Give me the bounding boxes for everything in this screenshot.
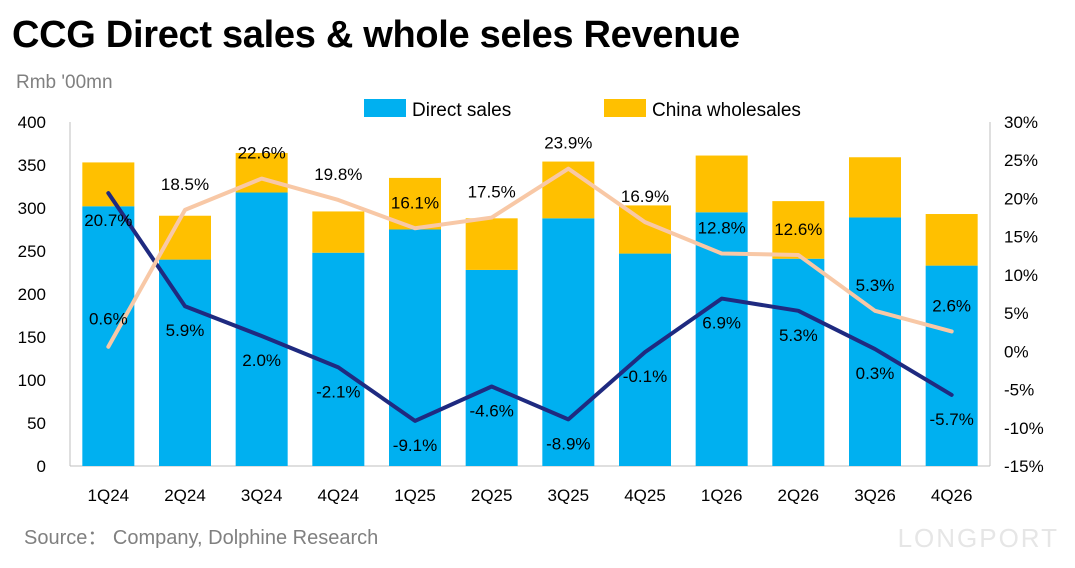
x-tick-label: 3Q26 [854,486,896,505]
label-direct-growth: 20.7% [84,211,132,230]
bar-direct-sales [389,229,441,466]
y2-tick-label: 10% [1004,266,1038,285]
bar-china-wholesales [772,201,825,259]
y-tick-label: 0 [37,457,46,476]
bar-china-wholesales [695,155,748,213]
y-axis-unit: Rmb '00mn [16,72,113,93]
y-tick-label: 250 [18,242,46,261]
label-wholesale-growth: 22.6% [238,144,286,163]
bar-direct-sales [82,206,135,466]
x-tick-label: 2Q24 [164,486,206,505]
x-tick-label: 4Q24 [318,486,360,505]
x-tick-label: 4Q26 [931,486,973,505]
x-tick-label: 4Q25 [624,486,666,505]
y-tick-label: 300 [18,199,46,218]
label-wholesale-growth: 18.5% [161,175,209,194]
bar-direct-sales [772,258,825,466]
x-tick-label: 1Q24 [88,486,130,505]
y-tick-label: 200 [18,285,46,304]
bar-china-wholesales [849,157,901,218]
label-wholesale-growth: 19.8% [314,165,362,184]
y2-tick-label: 5% [1004,304,1029,323]
legend-swatch-direct [364,99,406,117]
label-direct-growth: -4.6% [469,401,513,420]
bar-direct-sales [695,212,748,466]
legend-label-direct: Direct sales [412,100,511,121]
label-direct-growth: 5.9% [166,321,205,340]
x-tick-label: 2Q26 [778,486,820,505]
label-wholesale-growth: 12.8% [698,218,746,237]
x-tick-label: 3Q24 [241,486,283,505]
y2-tick-label: 0% [1004,342,1029,361]
watermark-logo: LONGPORT [897,523,1059,553]
y2-tick-label: -5% [1004,381,1034,400]
y2-tick-label: -15% [1004,457,1044,476]
label-direct-growth: 2.0% [242,351,281,370]
y2-tick-label: 15% [1004,228,1038,247]
legend-swatch-wholesale [604,99,646,117]
bar-china-wholesales [925,214,978,266]
y2-tick-label: 30% [1004,113,1038,132]
bar-china-wholesales [159,215,211,260]
label-direct-growth: 0.3% [856,364,895,383]
y2-tick-label: 25% [1004,151,1038,170]
y-tick-label: 350 [18,156,46,175]
label-direct-growth: 6.9% [702,314,741,333]
label-direct-growth: 5.3% [779,326,818,345]
bar-china-wholesales [465,218,518,270]
x-tick-label: 1Q25 [394,486,436,505]
bar-direct-sales [159,259,211,466]
label-wholesale-growth: 0.6% [89,310,128,329]
y2-tick-label: 20% [1004,189,1038,208]
y-tick-label: 400 [18,113,46,132]
label-direct-growth: -5.7% [929,410,973,429]
label-wholesale-growth: 16.9% [621,187,669,206]
label-wholesale-growth: 16.1% [391,193,439,212]
y2-tick-label: -10% [1004,419,1044,438]
y-tick-label: 150 [18,328,46,347]
source-note: Source： Company, Dolphine Research [24,527,379,549]
x-tick-label: 1Q26 [701,486,743,505]
legend-label-wholesale: China wholesales [652,100,801,121]
label-direct-growth: -9.1% [393,436,437,455]
x-tick-label: 2Q25 [471,486,513,505]
label-direct-growth: -8.9% [546,434,590,453]
label-wholesale-growth: 5.3% [856,276,895,295]
label-wholesale-growth: 17.5% [468,183,516,202]
y-tick-label: 100 [18,371,46,390]
label-wholesale-growth: 2.6% [932,296,971,315]
bar-direct-sales [542,218,595,466]
chart-title: CCG Direct sales & whole seles Revenue [12,14,740,56]
bar-direct-sales [465,269,518,466]
line-wholesale-growth [106,166,954,349]
label-wholesale-growth: 23.9% [544,134,592,153]
line-direct-growth [106,191,954,423]
label-wholesale-growth: 12.6% [774,220,822,239]
bar-china-wholesales [82,162,135,207]
y-tick-label: 50 [27,414,46,433]
bar-china-wholesales [312,211,365,253]
label-direct-growth: -0.1% [623,367,667,386]
bar-direct-sales [619,253,671,466]
bar-direct-sales [925,265,978,466]
label-direct-growth: -2.1% [316,382,360,401]
x-tick-label: 3Q25 [548,486,590,505]
